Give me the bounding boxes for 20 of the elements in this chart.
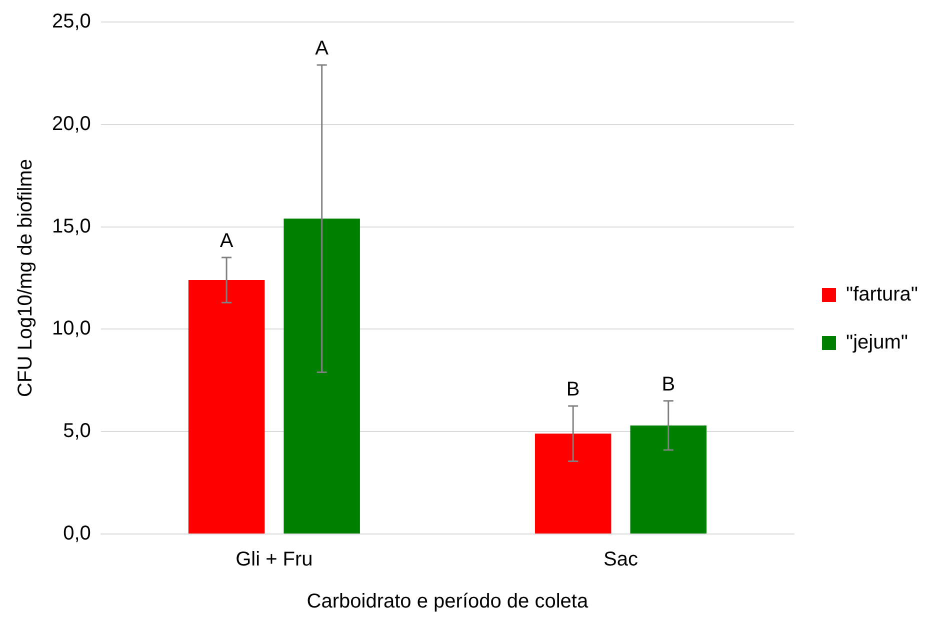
annotation: A: [315, 38, 330, 60]
y-tick-label: 5,0: [63, 420, 91, 442]
y-tick-label: 0,0: [63, 522, 91, 545]
annotation: B: [566, 378, 580, 401]
y-tick-label: 20,0: [52, 112, 91, 135]
annotation: A: [220, 230, 234, 252]
legend-label: "jejum": [846, 332, 908, 354]
bar: [188, 280, 265, 534]
bar: [284, 218, 360, 534]
bar: [534, 434, 612, 534]
x-axis-title: Carboidrato e período de coleta: [306, 590, 589, 613]
y-axis-title: CFU Log10/mg de biofilme: [14, 159, 37, 397]
y-tick-label: 25,0: [52, 10, 91, 33]
y-tick-label: 15,0: [52, 215, 91, 238]
legend-label: "fartura": [846, 284, 918, 306]
bar: [630, 425, 706, 534]
y-tick-label: 10,0: [52, 318, 91, 340]
x-tick-label: Sac: [603, 548, 638, 571]
x-tick-label: Gli + Fru: [236, 548, 313, 571]
annotation: B: [662, 373, 676, 396]
